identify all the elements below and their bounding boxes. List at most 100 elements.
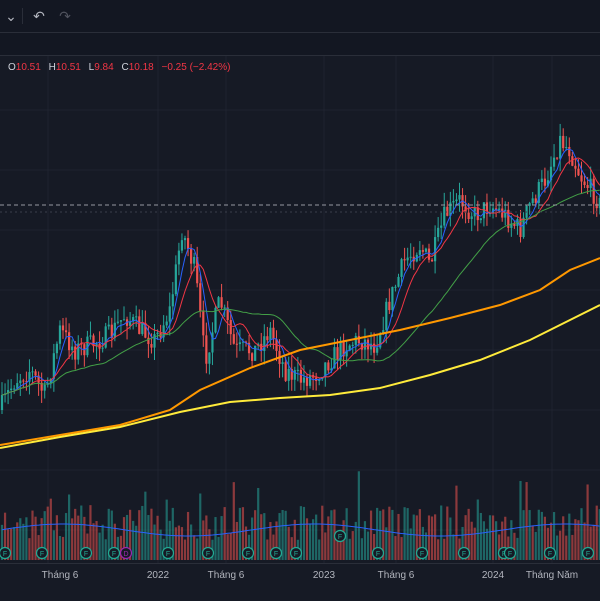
chevron-down-icon[interactable]: ⌄ xyxy=(5,7,17,24)
volume-bar xyxy=(138,510,141,560)
candle-body xyxy=(37,375,40,383)
volume-bar xyxy=(113,523,116,560)
low-label: L xyxy=(88,62,95,73)
event-marker-label: F xyxy=(246,551,250,558)
candle-body xyxy=(598,197,600,209)
ohlc-legend: O10.51 H10.51 L9.84 C10.18 −0.25 (−2.42%… xyxy=(8,62,235,73)
candle-body xyxy=(348,345,351,351)
volume-bar xyxy=(3,512,7,560)
volume-bar xyxy=(287,526,290,560)
volume-bar xyxy=(0,524,4,560)
candle-body xyxy=(183,238,187,241)
volume-bar xyxy=(348,538,351,560)
candle-body xyxy=(376,347,379,353)
volume-bar xyxy=(34,516,37,560)
candle-body xyxy=(202,311,205,336)
candle-body xyxy=(549,166,553,181)
candle-body xyxy=(156,332,159,335)
time-tick-label: Tháng Năm xyxy=(525,570,579,581)
candle-body xyxy=(177,250,180,265)
volume-bar xyxy=(28,538,31,560)
volume-bar xyxy=(409,528,412,560)
volume-bar xyxy=(43,511,46,560)
price-chart[interactable]: F F F F D F F F F FFF F F F F F F xyxy=(0,0,600,563)
candle-body xyxy=(74,346,77,360)
volume-bar xyxy=(49,498,52,560)
candle-body xyxy=(543,178,546,186)
volume-bar xyxy=(543,516,546,560)
candle-body xyxy=(0,395,4,410)
volume-bar xyxy=(516,537,519,560)
candle-body xyxy=(266,336,269,341)
candle-body xyxy=(595,203,598,209)
volume-bar xyxy=(125,514,129,560)
volume-bar xyxy=(16,522,19,560)
candle-body xyxy=(174,264,177,295)
event-marker-icon xyxy=(289,546,303,560)
volume-bar xyxy=(95,521,98,560)
event-marker-icon xyxy=(79,546,93,560)
volume-bar xyxy=(482,521,485,560)
volume-bar xyxy=(525,482,528,560)
event-marker-label: F xyxy=(502,551,506,558)
candle-body xyxy=(247,342,251,354)
volume-bar xyxy=(193,535,196,560)
candle-body xyxy=(251,353,254,361)
candle-body xyxy=(583,181,586,186)
event-marker-label: F xyxy=(548,551,552,558)
volume-bar xyxy=(488,515,492,560)
candle-body xyxy=(586,185,589,188)
time-tick-label: Tháng 6 xyxy=(41,570,79,581)
volume-bar xyxy=(10,528,13,560)
candle-body xyxy=(507,209,510,228)
redo-icon[interactable]: ↷ xyxy=(59,7,71,24)
candle-body xyxy=(354,335,357,345)
volume-bar xyxy=(89,505,92,560)
candle-body xyxy=(122,319,126,321)
volume-bar xyxy=(226,534,229,560)
candle-body xyxy=(34,371,37,376)
volume-bar xyxy=(122,517,126,560)
time-axis[interactable]: Tháng 6 2022 Tháng 6 2023 Tháng 6 2024 Tháng N… xyxy=(0,563,600,601)
volume-bar xyxy=(104,539,107,560)
candle-body xyxy=(147,337,150,345)
candle-body xyxy=(165,321,168,326)
candle-body xyxy=(180,240,184,251)
candle-body xyxy=(571,156,574,166)
volume-bar xyxy=(324,532,327,560)
volume-bar xyxy=(241,507,245,560)
candle-body xyxy=(336,347,339,360)
low-value: 9.84 xyxy=(94,62,114,73)
volume-bar xyxy=(275,521,278,560)
volume-bar xyxy=(565,535,568,560)
volume-bar xyxy=(251,517,254,560)
candle-body xyxy=(299,369,302,383)
volume-bar xyxy=(540,511,543,560)
candle-body xyxy=(513,223,516,226)
volume-bar xyxy=(574,519,577,560)
volume-bar xyxy=(397,513,400,560)
candle-body xyxy=(406,257,409,261)
volume-bar xyxy=(357,471,360,560)
candle-body xyxy=(485,202,489,214)
candle-body xyxy=(171,294,174,307)
volume-bar xyxy=(272,534,275,560)
undo-icon[interactable]: ↶ xyxy=(33,7,45,24)
candle-body xyxy=(31,371,34,373)
open-label: O xyxy=(8,62,16,73)
volume-bar xyxy=(495,521,498,560)
candle-body xyxy=(357,335,360,344)
volume-bar xyxy=(290,537,293,560)
candle-body xyxy=(281,362,284,364)
volume-bar xyxy=(174,527,177,560)
event-marker-label: F xyxy=(376,551,380,558)
volume-bar xyxy=(531,525,534,560)
candle-body xyxy=(434,237,437,262)
candle-body xyxy=(565,147,568,149)
volume-bar xyxy=(568,513,571,560)
volume-bar xyxy=(13,527,16,560)
volume-bar xyxy=(388,506,391,560)
volume-bar xyxy=(205,515,208,560)
volume-bar xyxy=(327,516,330,560)
candle-body xyxy=(592,178,595,204)
